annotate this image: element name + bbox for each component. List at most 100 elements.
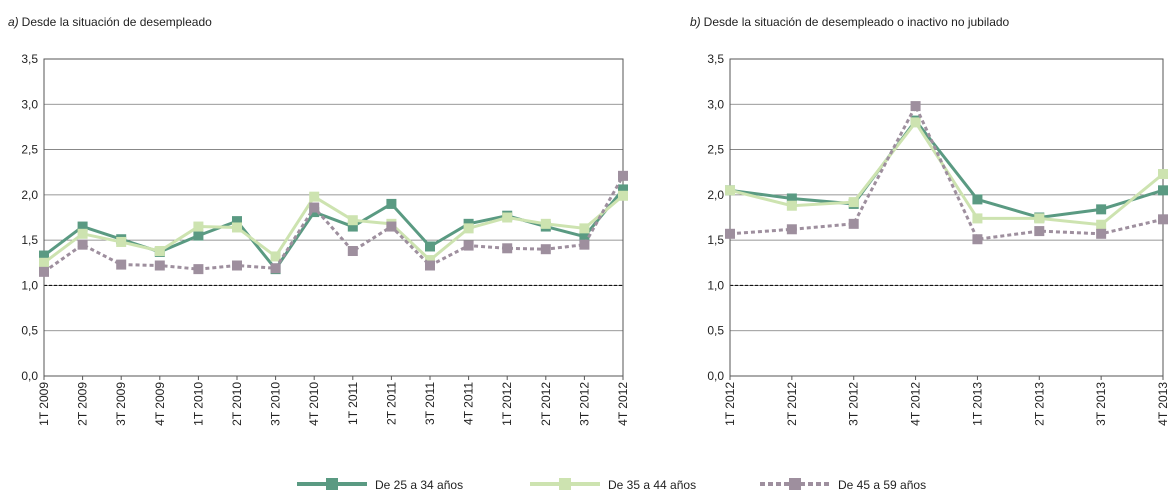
point xyxy=(309,202,320,213)
point xyxy=(463,223,474,234)
title-text: Desde la situación de desempleado o inac… xyxy=(704,15,1010,29)
x-tick-label: 3T 2012 xyxy=(577,382,591,426)
y-tick-label: 0,0 xyxy=(21,369,38,383)
x-tick-label: 4T 2012 xyxy=(616,382,630,426)
series-line xyxy=(43,194,624,264)
point xyxy=(786,193,797,204)
point xyxy=(579,223,590,234)
y-tick-label: 0,5 xyxy=(21,324,38,338)
x-tick-label: 2T 2009 xyxy=(76,382,90,426)
point xyxy=(502,243,513,254)
title-text: Desde la situación de desempleado xyxy=(22,15,212,29)
point xyxy=(1158,169,1168,180)
y-tick-label: 3,5 xyxy=(21,52,38,66)
legend-marker xyxy=(789,478,801,490)
point xyxy=(848,218,859,229)
x-tick-label: 4T 2012 xyxy=(909,382,923,426)
y-tick-label: 1,5 xyxy=(707,233,724,247)
point xyxy=(1096,204,1107,215)
point xyxy=(347,246,358,257)
x-tick-label: 4T 2011 xyxy=(462,382,476,425)
point xyxy=(1034,226,1045,237)
point xyxy=(1096,219,1107,230)
point xyxy=(77,228,88,239)
point xyxy=(386,221,397,232)
point xyxy=(425,241,435,252)
x-tick-label: 2T 2011 xyxy=(384,382,398,425)
point xyxy=(193,264,204,275)
y-tick-label: 0,5 xyxy=(707,324,724,338)
x-tick-label: 3T 2013 xyxy=(1094,382,1108,426)
point xyxy=(910,117,921,128)
y-tick-label: 3,0 xyxy=(707,97,724,111)
legend-label: De 25 a 34 años xyxy=(375,478,463,492)
point xyxy=(579,231,590,242)
x-tick-label: 1T 2011 xyxy=(346,382,360,425)
x-tick-label: 1T 2010 xyxy=(191,382,205,426)
plot-border xyxy=(43,58,624,377)
point xyxy=(270,263,281,274)
title-label: b) xyxy=(690,15,701,29)
point xyxy=(154,260,165,271)
point xyxy=(1096,228,1107,239)
x-tick-label: 2T 2012 xyxy=(785,382,799,426)
legend-marker xyxy=(559,478,571,490)
x-tick-label: 1T 2013 xyxy=(970,382,984,426)
y-tick-label: 2,0 xyxy=(707,188,724,202)
x-tick-label: 4T 2010 xyxy=(307,382,321,426)
point xyxy=(618,184,628,195)
point xyxy=(347,215,358,226)
series-line xyxy=(43,175,625,274)
point xyxy=(540,244,551,255)
point xyxy=(725,228,735,239)
legend-label: De 35 a 44 años xyxy=(608,478,696,492)
point xyxy=(77,221,88,232)
point xyxy=(1158,214,1168,225)
point xyxy=(425,255,435,266)
title-label: a) xyxy=(8,15,19,29)
point xyxy=(116,236,127,247)
point xyxy=(618,170,628,181)
point xyxy=(154,246,165,257)
point xyxy=(39,266,49,277)
chart-title: a) Desde la situación de desempleado xyxy=(8,15,212,29)
x-tick-label: 1T 2012 xyxy=(723,382,737,426)
y-tick-label: 2,5 xyxy=(707,143,724,157)
point xyxy=(1034,213,1045,224)
point xyxy=(910,101,921,112)
y-tick-label: 1,0 xyxy=(21,278,38,292)
point xyxy=(347,221,358,232)
y-tick-label: 0,0 xyxy=(707,369,724,383)
point xyxy=(540,218,551,229)
y-tick-label: 1,0 xyxy=(707,278,724,292)
x-tick-label: 2T 2010 xyxy=(230,382,244,426)
plot-border xyxy=(729,58,1164,377)
point xyxy=(39,257,49,268)
x-tick-label: 4T 2013 xyxy=(1156,382,1170,426)
point xyxy=(972,234,983,245)
x-tick-label: 4T 2009 xyxy=(153,382,167,426)
point xyxy=(1158,185,1168,196)
x-tick-label: 2T 2013 xyxy=(1032,382,1046,426)
point xyxy=(786,224,797,235)
point xyxy=(77,239,88,250)
x-tick-label: 3T 2012 xyxy=(847,382,861,426)
point xyxy=(972,213,983,224)
point xyxy=(232,260,242,271)
point xyxy=(193,230,204,241)
point xyxy=(386,198,397,209)
point xyxy=(848,197,859,208)
y-tick-label: 3,0 xyxy=(21,97,38,111)
x-tick-label: 3T 2010 xyxy=(269,382,283,426)
series-line xyxy=(729,118,1164,220)
point xyxy=(786,200,797,211)
point xyxy=(232,216,242,227)
point xyxy=(39,250,49,261)
series-line xyxy=(729,102,1164,241)
chart-title: b) Desde la situación de desempleado o in… xyxy=(690,15,1010,29)
x-tick-label: 2T 2012 xyxy=(539,382,553,426)
point xyxy=(502,212,513,223)
series-line xyxy=(729,119,1164,227)
point xyxy=(972,194,983,205)
